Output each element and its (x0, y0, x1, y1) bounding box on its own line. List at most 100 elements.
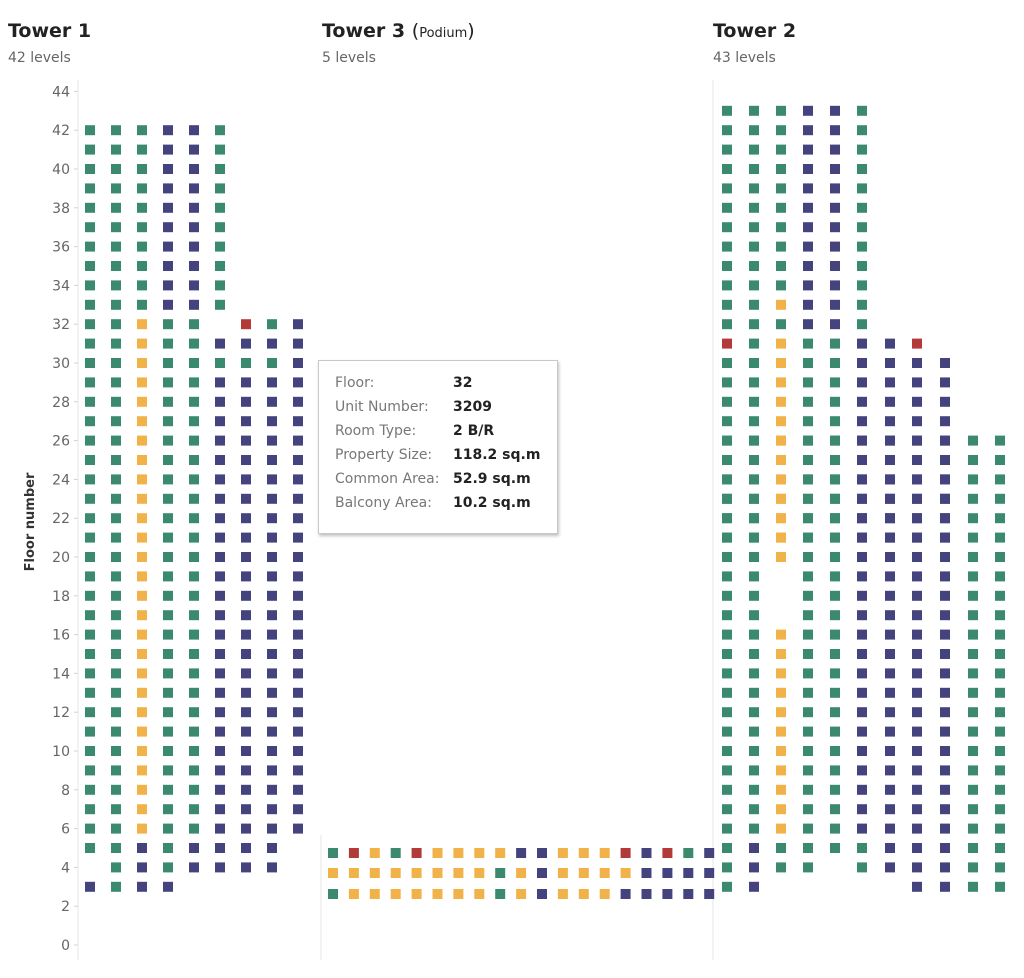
tower2-unit[interactable] (749, 358, 759, 368)
tower3-unit[interactable] (348, 889, 359, 899)
tower1-unit[interactable] (163, 280, 173, 291)
tower2-unit[interactable] (803, 416, 813, 427)
tower2-unit[interactable] (995, 784, 1005, 795)
tower1-unit[interactable] (137, 746, 147, 756)
tower2-unit[interactable] (830, 261, 840, 271)
tower1-unit[interactable] (137, 571, 147, 582)
tower2-unit[interactable] (776, 319, 786, 330)
tower1-unit[interactable] (163, 862, 173, 873)
tower2-unit[interactable] (830, 668, 840, 679)
tower1-unit[interactable] (137, 358, 147, 368)
tower3-unit[interactable] (495, 868, 506, 878)
tower2-unit[interactable] (940, 571, 950, 582)
tower1-unit[interactable] (241, 416, 251, 427)
tower2-unit[interactable] (857, 765, 867, 776)
tower2-unit[interactable] (885, 590, 895, 601)
tower2-unit[interactable] (776, 649, 786, 659)
tower2-unit[interactable] (830, 202, 840, 213)
tower2-unit[interactable] (968, 765, 978, 776)
tower1-unit[interactable] (267, 552, 277, 562)
tower1-unit[interactable] (163, 707, 173, 718)
tower2-unit[interactable] (912, 493, 922, 504)
tower2-unit[interactable] (968, 823, 978, 834)
tower2-unit[interactable] (940, 881, 950, 892)
tower2-unit[interactable] (830, 435, 840, 446)
tower2-unit[interactable] (776, 746, 786, 756)
tower1-unit[interactable] (293, 396, 303, 407)
tower3-unit[interactable] (328, 848, 338, 858)
tower2-unit[interactable] (830, 474, 840, 485)
tower1-unit[interactable] (215, 590, 225, 601)
tower2-unit[interactable] (776, 241, 786, 252)
tower2-unit[interactable] (749, 183, 759, 194)
tower2-unit[interactable] (857, 707, 867, 718)
tower2-unit[interactable] (830, 629, 840, 640)
tower2-unit[interactable] (722, 358, 732, 368)
tower1-unit[interactable] (241, 726, 251, 737)
tower1-unit[interactable] (85, 280, 95, 291)
tower2-unit[interactable] (830, 396, 840, 407)
tower1-unit[interactable] (163, 765, 173, 776)
tower1-unit[interactable] (215, 241, 225, 252)
tower1-unit[interactable] (241, 513, 251, 524)
tower2-unit[interactable] (803, 532, 813, 543)
tower2-unit[interactable] (830, 280, 840, 291)
tower2-unit[interactable] (722, 804, 732, 815)
tower1-unit[interactable] (267, 610, 277, 621)
tower2-unit[interactable] (940, 862, 950, 873)
tower1-unit[interactable] (137, 319, 147, 330)
tower3-unit[interactable] (516, 848, 527, 858)
tower1-unit[interactable] (111, 474, 121, 485)
tower2-unit[interactable] (803, 649, 813, 659)
tower1-unit[interactable] (137, 202, 147, 213)
tower2-unit[interactable] (749, 843, 759, 853)
tower1-unit[interactable] (215, 513, 225, 524)
tower1-unit[interactable] (85, 784, 95, 795)
tower2-unit[interactable] (940, 358, 950, 368)
tower2-unit[interactable] (776, 629, 786, 640)
tower2-unit[interactable] (722, 455, 732, 465)
tower2-unit[interactable] (722, 610, 732, 621)
tower2-unit[interactable] (722, 280, 732, 291)
tower3-unit[interactable] (578, 848, 589, 858)
tower2-unit[interactable] (803, 261, 813, 271)
tower1-unit[interactable] (163, 241, 173, 252)
tower1-unit[interactable] (111, 687, 121, 698)
tower2-unit[interactable] (749, 687, 759, 698)
tower2-unit[interactable] (749, 125, 759, 136)
tower1-unit[interactable] (293, 687, 303, 698)
tower2-unit[interactable] (857, 396, 867, 407)
tower3-unit[interactable] (683, 848, 694, 858)
tower1-unit[interactable] (215, 862, 225, 873)
tower1-unit[interactable] (85, 687, 95, 698)
tower1-unit[interactable] (267, 862, 277, 873)
tower2-unit[interactable] (857, 668, 867, 679)
tower3-unit[interactable] (537, 889, 547, 899)
tower1-unit[interactable] (241, 862, 251, 873)
tower2-unit[interactable] (803, 590, 813, 601)
tower1-unit[interactable] (137, 513, 147, 524)
tower2-unit[interactable] (803, 843, 813, 853)
tower2-unit[interactable] (857, 144, 867, 155)
tower2-unit[interactable] (830, 299, 840, 310)
tower1-unit[interactable] (163, 164, 173, 174)
tower2-unit[interactable] (803, 280, 813, 291)
tower2-unit[interactable] (968, 590, 978, 601)
tower2-unit[interactable] (857, 377, 867, 388)
tower1-unit[interactable] (293, 590, 303, 601)
tower1-unit[interactable] (85, 629, 95, 640)
tower1-unit[interactable] (85, 726, 95, 737)
tower3-unit[interactable] (662, 848, 673, 858)
tower2-unit[interactable] (857, 164, 867, 174)
tower1-unit[interactable] (215, 726, 225, 737)
tower2-unit[interactable] (857, 513, 867, 524)
tower2-unit[interactable] (912, 396, 922, 407)
tower1-unit[interactable] (293, 338, 303, 349)
tower2-unit[interactable] (912, 358, 922, 368)
tower2-unit[interactable] (885, 493, 895, 504)
tower2-unit[interactable] (968, 784, 978, 795)
tower1-unit[interactable] (137, 765, 147, 776)
tower1-unit[interactable] (293, 804, 303, 815)
tower2-unit[interactable] (776, 532, 786, 543)
tower2-unit[interactable] (885, 784, 895, 795)
